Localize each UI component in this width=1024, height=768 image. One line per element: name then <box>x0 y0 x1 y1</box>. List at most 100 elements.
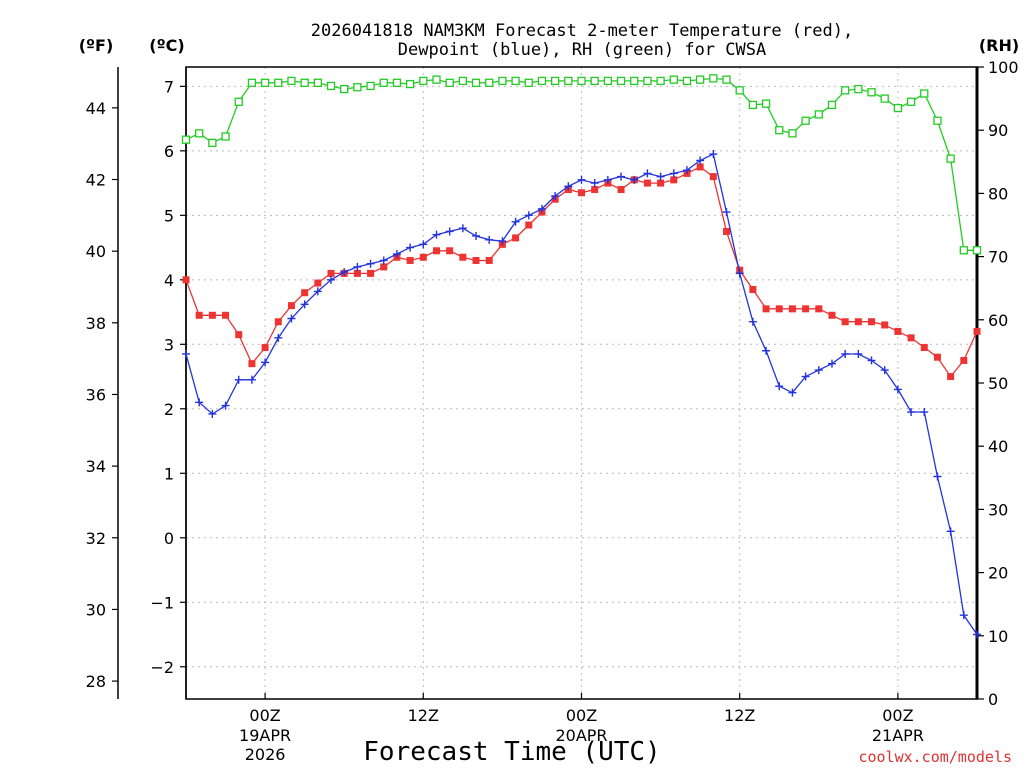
dewpoint-point <box>419 240 428 249</box>
rh-point <box>234 97 243 106</box>
celsius-tick-label: 2 <box>164 400 174 419</box>
temperature-point <box>709 173 717 181</box>
dewpoint-point <box>577 175 586 184</box>
x-tick-label: 12Z <box>724 706 755 725</box>
x-tick-date: 20APR <box>555 726 607 745</box>
fahrenheit-tick-label: 42 <box>86 170 106 189</box>
celsius-tick-label: 3 <box>164 335 174 354</box>
rh-point <box>867 88 876 97</box>
rh-unit-label: (RH) <box>979 36 1019 55</box>
temperature-point <box>287 302 295 310</box>
dewpoint-point <box>880 366 889 375</box>
rh-point <box>656 76 665 86</box>
dewpoint-point <box>353 262 362 271</box>
dewpoint-point <box>524 211 533 220</box>
rh-tick-label: 90 <box>988 121 1008 140</box>
temperature-point <box>815 305 823 313</box>
dewpoint-point <box>590 179 599 188</box>
celsius-tick-label: 6 <box>164 142 174 161</box>
rh-point <box>814 110 823 119</box>
celsius-tick-label: 7 <box>164 77 174 96</box>
rh-tick-label: 20 <box>988 564 1008 583</box>
rh-point <box>959 246 968 255</box>
celsius-unit-label: (ºC) <box>149 36 184 55</box>
rh-point <box>247 78 257 87</box>
temperature-point <box>802 305 810 313</box>
temperature-point <box>314 279 322 287</box>
rh-point <box>775 126 784 135</box>
dewpoint-point <box>511 217 520 226</box>
celsius-tick-label: −1 <box>150 593 174 612</box>
temperature-point <box>788 305 796 313</box>
temperature-point <box>854 318 862 326</box>
dewpoint-point <box>867 356 876 365</box>
rh-point <box>366 81 375 91</box>
rh-point <box>841 86 850 95</box>
rh-tick-label: 70 <box>988 248 1008 267</box>
temperature-point <box>274 318 282 326</box>
dewpoint-point <box>643 169 652 178</box>
x-tick-label: 00Z <box>566 706 597 725</box>
temperature-point <box>419 253 427 261</box>
dewpoint-point <box>801 372 810 381</box>
axes: −2−1012345672830323436384042440102030405… <box>86 58 1019 764</box>
rh-point <box>498 76 507 86</box>
chart-title-line2: Dewpoint (blue), RH (green) for CWSA <box>398 40 766 60</box>
temperature-point <box>749 285 757 293</box>
fahrenheit-unit-label: (ºF) <box>79 36 114 55</box>
rh-point <box>880 94 889 103</box>
dewpoint-point <box>682 166 691 175</box>
dewpoint-point <box>959 611 968 620</box>
rh-point <box>630 76 639 86</box>
rh-point <box>537 76 547 86</box>
dewpoint-point <box>221 401 230 410</box>
x-axis-title: Forecast Time (UTC) <box>363 737 660 767</box>
chart-title-line1: 2026041818 NAM3KM Forecast 2-meter Tempe… <box>311 21 853 41</box>
rh-point <box>577 76 586 86</box>
rh-point <box>643 76 652 86</box>
rh-tick-label: 50 <box>988 374 1008 393</box>
temperature-point <box>933 353 941 361</box>
rh-point <box>972 246 982 255</box>
temperature-point <box>380 263 388 271</box>
fahrenheit-tick-label: 36 <box>86 385 106 404</box>
temperature-point <box>261 344 269 352</box>
rh-point <box>405 79 415 89</box>
dewpoint-point <box>234 375 243 384</box>
temperature-point <box>775 305 783 313</box>
rh-point <box>392 78 402 87</box>
dewpoint-point <box>472 231 481 240</box>
dewpoint-point <box>327 275 336 284</box>
temperature-point <box>920 344 928 352</box>
watermark: coolwx.com/models <box>858 748 1012 766</box>
rh-point <box>511 76 520 86</box>
celsius-tick-label: 4 <box>164 271 174 290</box>
fahrenheit-tick-label: 44 <box>86 99 106 118</box>
dewpoint-point <box>920 408 929 417</box>
rh-point <box>300 78 309 87</box>
rh-point <box>326 81 336 91</box>
temperature-point <box>670 176 678 184</box>
dewpoint-point <box>366 259 375 268</box>
dewpoint-point <box>735 269 744 278</box>
temperature-point <box>696 163 704 171</box>
rh-point <box>946 154 955 163</box>
rh-point <box>761 99 771 108</box>
rh-point <box>854 84 863 94</box>
temperature-point <box>248 360 256 368</box>
rh-point <box>445 78 454 87</box>
rh-point <box>827 100 837 110</box>
temperature-point <box>762 305 770 313</box>
dewpoint-line <box>185 153 978 635</box>
rh-point <box>208 138 217 147</box>
celsius-tick-label: −2 <box>150 658 174 677</box>
dewpoint-point <box>973 630 981 639</box>
rh-point <box>906 97 916 106</box>
temperature-point <box>881 321 889 329</box>
temperature-point <box>723 227 731 235</box>
temperature-point <box>947 373 955 381</box>
rh-tick-label: 40 <box>988 437 1008 456</box>
temperature-point <box>195 311 203 319</box>
rh-point <box>669 75 678 84</box>
